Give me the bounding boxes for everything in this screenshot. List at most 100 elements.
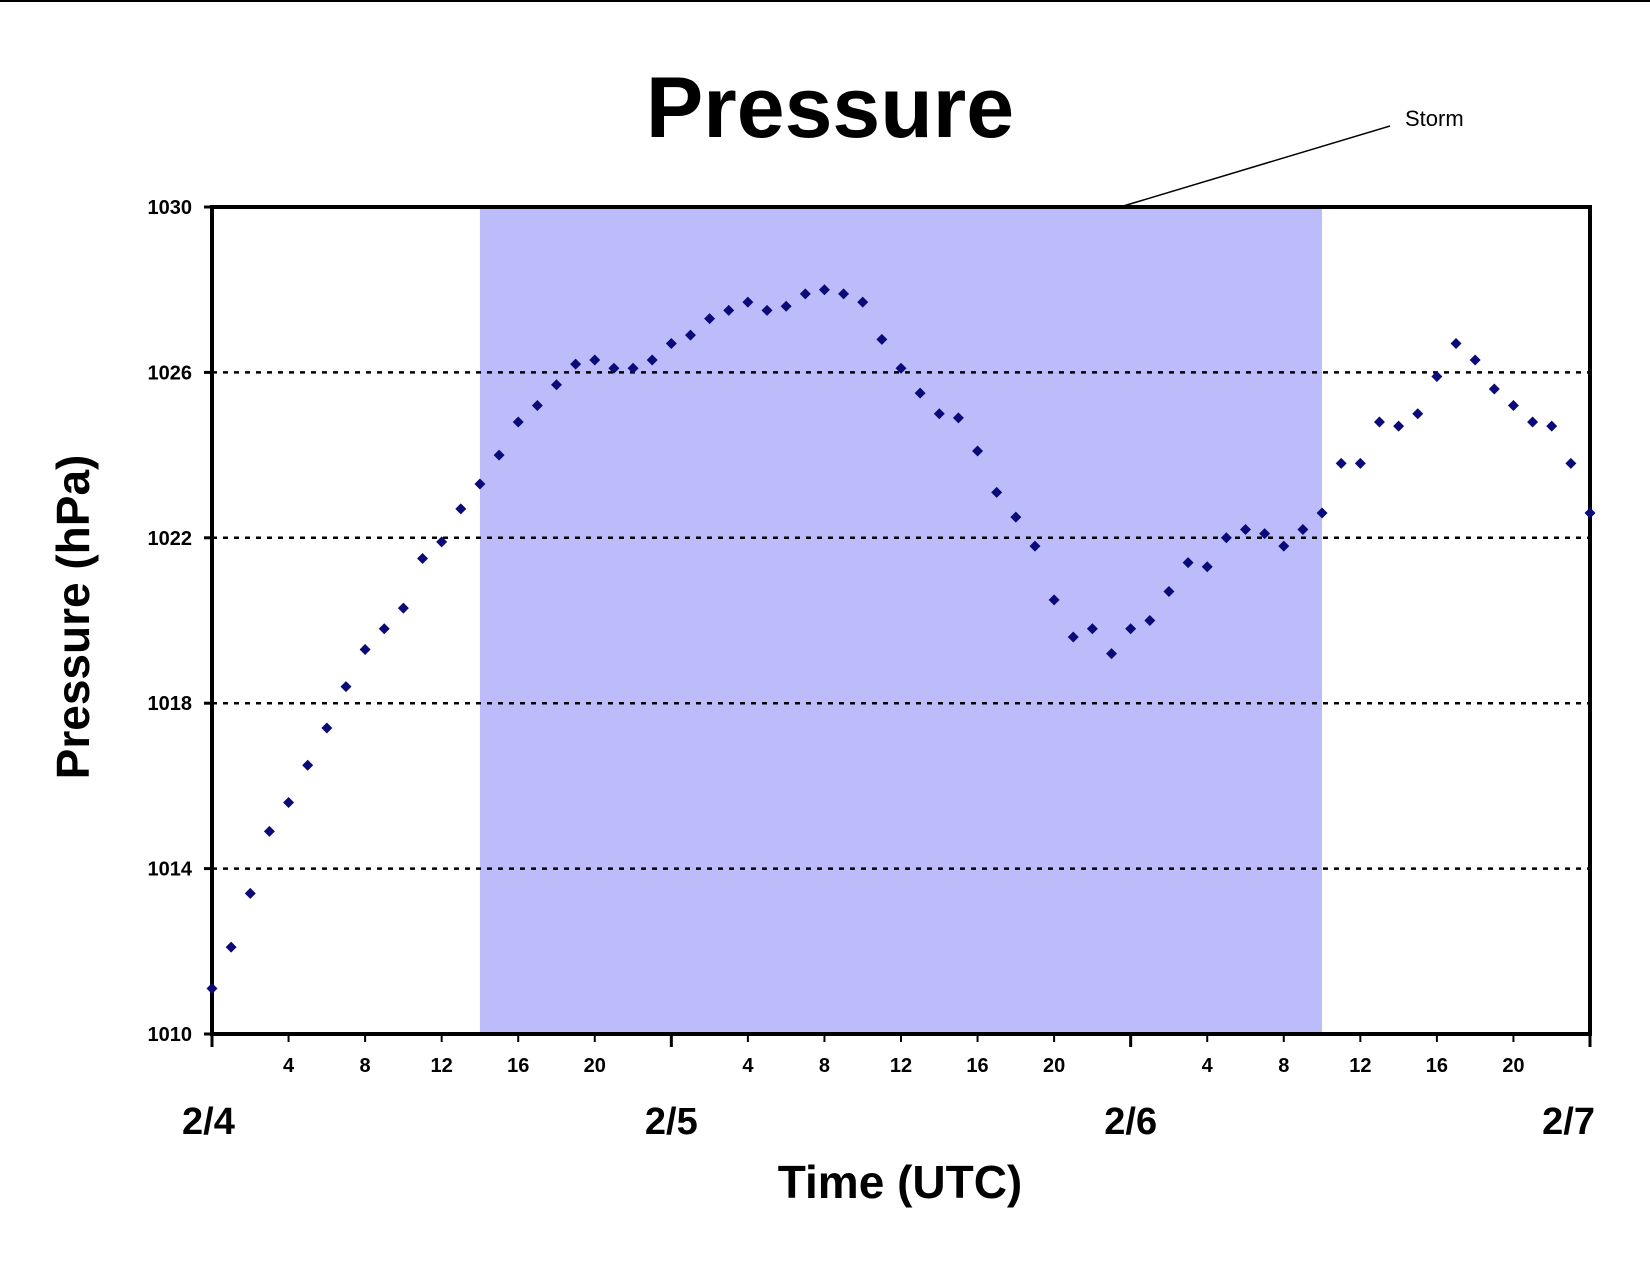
data-point — [1182, 557, 1194, 569]
data-point — [493, 449, 505, 461]
storm-annotation: Storm — [1119, 106, 1464, 208]
data-point — [321, 722, 333, 734]
y-tick-label: 1014 — [148, 859, 193, 881]
axis-layer — [210, 205, 1592, 1047]
data-point — [531, 399, 543, 411]
data-point — [417, 552, 429, 564]
data-point — [570, 358, 582, 370]
data-point — [838, 288, 850, 300]
data-point — [551, 379, 562, 391]
data-point — [1469, 354, 1481, 366]
data-point — [799, 288, 811, 300]
data-point — [1125, 623, 1137, 635]
x-hour-tick-label: 4 — [742, 1055, 754, 1077]
data-point — [1450, 337, 1462, 349]
storm-shade-layer — [479, 207, 1323, 1034]
data-point — [608, 362, 620, 374]
data-point — [1431, 371, 1443, 383]
x-day-label: 2/5 — [645, 1101, 698, 1143]
data-point — [474, 478, 486, 490]
data-point — [1220, 532, 1232, 544]
data-point — [991, 486, 1003, 498]
storm-shaded-region — [479, 207, 1323, 1034]
data-point — [1010, 511, 1022, 523]
x-hour-tick-label: 12 — [1349, 1055, 1371, 1077]
x-day-label: 2/4 — [182, 1101, 235, 1143]
data-point — [512, 416, 524, 428]
x-day-label: 2/7 — [1542, 1101, 1595, 1143]
data-point — [1316, 507, 1328, 519]
data-point — [895, 362, 907, 374]
x-hour-tick-label: 12 — [890, 1055, 912, 1077]
data-point — [1067, 631, 1079, 643]
data-point — [876, 333, 888, 345]
data-point — [1335, 457, 1347, 469]
storm-label: Storm — [1405, 106, 1464, 131]
data-point — [378, 623, 390, 635]
data-point — [627, 362, 639, 374]
data-point — [1278, 540, 1290, 552]
data-point — [1584, 507, 1596, 519]
data-point — [952, 412, 964, 424]
data-point — [1373, 416, 1385, 428]
data-point — [914, 387, 926, 399]
x-hour-tick-label: 8 — [360, 1055, 371, 1077]
data-point — [1029, 540, 1041, 552]
data-point — [359, 643, 371, 655]
x-hour-tick-label: 20 — [1043, 1055, 1065, 1077]
x-day-label: 2/6 — [1104, 1101, 1157, 1143]
data-point — [684, 329, 696, 341]
data-point — [244, 887, 256, 899]
x-hour-tick-label: 4 — [283, 1055, 295, 1077]
y-tick-label: 1010 — [148, 1024, 193, 1046]
data-point — [340, 681, 352, 693]
data-point — [646, 354, 658, 366]
data-point — [283, 796, 295, 808]
data-point — [1507, 399, 1519, 411]
data-point — [1527, 416, 1539, 428]
data-point — [1163, 586, 1175, 598]
y-axis-title: Pressure (hPa) — [47, 455, 99, 780]
data-point — [1106, 648, 1118, 660]
data-point — [761, 304, 773, 316]
x-hour-tick-label: 16 — [966, 1055, 988, 1077]
x-axis-title: Time (UTC) — [778, 1156, 1023, 1208]
data-point — [665, 337, 677, 349]
data-point — [302, 759, 314, 771]
x-hour-tick-label: 20 — [584, 1055, 606, 1077]
data-point — [1393, 420, 1405, 432]
data-point — [1201, 561, 1213, 573]
y-tick-labels: 1010 1014 1018 1022 1026 1030 — [148, 197, 193, 1046]
y-tick-label: 1026 — [148, 362, 193, 384]
x-hour-tick-label: 12 — [431, 1055, 453, 1077]
data-point — [589, 354, 601, 366]
x-hour-tick-label: 8 — [1278, 1055, 1289, 1077]
data-point — [225, 941, 237, 953]
x-hour-tick-label: 16 — [507, 1055, 529, 1077]
y-tick-label: 1022 — [148, 528, 193, 550]
data-point — [1297, 524, 1309, 536]
data-point — [206, 983, 218, 995]
data-point — [1240, 524, 1251, 536]
data-point — [436, 536, 448, 548]
data-point — [1488, 383, 1500, 395]
storm-leader-line — [1119, 125, 1391, 208]
chart-title: Pressure — [646, 60, 1014, 156]
data-point — [818, 284, 830, 296]
data-point — [742, 296, 754, 308]
data-point — [704, 313, 716, 325]
data-point — [1546, 420, 1558, 432]
x-hour-tick-label: 4 — [1202, 1055, 1214, 1077]
data-point — [1259, 528, 1271, 540]
x-hour-tick-label: 8 — [819, 1055, 830, 1077]
data-point — [1565, 457, 1577, 469]
x-hour-tick-label: 16 — [1426, 1055, 1448, 1077]
data-point — [1086, 623, 1098, 635]
data-point — [1048, 594, 1060, 606]
data-point — [972, 445, 984, 457]
data-point — [857, 296, 869, 308]
x-hour-tick-label: 20 — [1502, 1055, 1524, 1077]
data-point — [263, 825, 275, 837]
data-points — [206, 284, 1596, 995]
